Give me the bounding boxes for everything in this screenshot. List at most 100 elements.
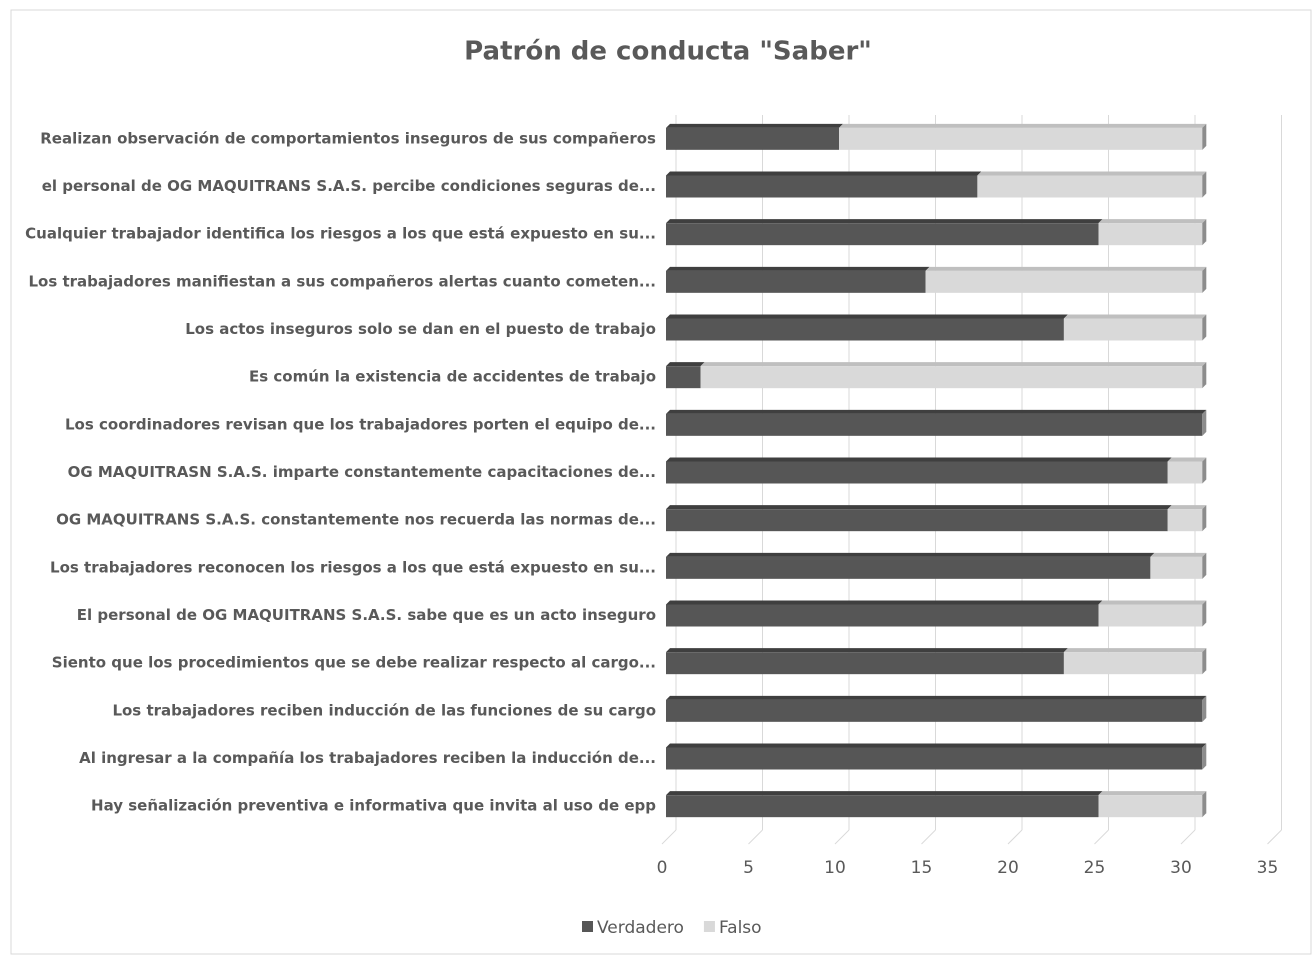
bar xyxy=(666,413,1203,436)
x-tick-label: 5 xyxy=(743,858,754,878)
bar-top xyxy=(1167,457,1207,462)
bar xyxy=(666,747,1203,770)
bar xyxy=(666,604,1099,627)
bar xyxy=(666,366,701,389)
bar-side xyxy=(1202,505,1207,532)
bar-top xyxy=(1098,219,1207,224)
y-tick-label: Siento que los procedimientos que se deb… xyxy=(52,654,656,672)
grid-line-floor xyxy=(1007,829,1023,845)
bar-top xyxy=(666,648,1068,653)
bar-side xyxy=(1202,314,1207,341)
x-tick-label: 20 xyxy=(997,858,1019,878)
bar-top xyxy=(1167,505,1207,510)
bar-top xyxy=(666,314,1068,319)
bar-top xyxy=(666,409,1207,414)
bar xyxy=(666,270,926,293)
y-tick-label: El personal de OG MAQUITRANS S.A.S. sabe… xyxy=(77,606,656,624)
bar-side xyxy=(1202,362,1207,389)
y-tick-label: Los trabajadores reciben inducción de la… xyxy=(112,701,656,719)
bar-top xyxy=(1063,648,1207,653)
bar-side xyxy=(1202,648,1207,675)
bar-side xyxy=(1202,409,1207,436)
y-tick-label: Los coordinadores revisan que los trabaj… xyxy=(65,415,656,433)
bar-side xyxy=(1202,743,1207,770)
y-tick-label: Los trabajadores reconocen los riesgos a… xyxy=(50,558,656,576)
x-tick-label: 15 xyxy=(911,858,933,878)
bar xyxy=(666,795,1099,818)
x-tick-label: 25 xyxy=(1084,858,1106,878)
bar xyxy=(666,461,1168,484)
y-tick-label: el personal de OG MAQUITRANS S.A.S. perc… xyxy=(42,177,656,195)
bar-top xyxy=(666,600,1103,605)
grid-line-floor xyxy=(661,829,677,845)
bar-top xyxy=(925,266,1207,271)
bar-top xyxy=(666,695,1207,700)
x-tick-label: 35 xyxy=(1257,858,1279,878)
bar xyxy=(666,318,1064,341)
bar xyxy=(1150,556,1203,579)
bar-top xyxy=(977,171,1207,176)
bar-side xyxy=(1202,695,1207,722)
bar-side xyxy=(1202,219,1207,246)
bar xyxy=(666,509,1168,532)
bar-top xyxy=(666,266,930,271)
bar-top xyxy=(1063,314,1207,319)
grid-line-floor xyxy=(748,829,763,845)
bar-top xyxy=(700,362,1207,367)
y-tick-label: Es común la existencia de accidentes de … xyxy=(249,368,656,386)
bar-top xyxy=(666,791,1103,796)
grid-line-floor xyxy=(921,829,936,845)
y-tick-label: OG MAQUITRANS S.A.S. constantemente nos … xyxy=(56,511,656,529)
legend-label: Verdadero xyxy=(597,918,684,938)
bar xyxy=(1098,795,1203,818)
bar xyxy=(925,270,1203,293)
legend-swatch xyxy=(703,921,715,932)
grid-line-floor xyxy=(1180,829,1196,845)
bar-top xyxy=(1150,552,1207,557)
bar xyxy=(666,699,1203,722)
bar xyxy=(1167,509,1203,532)
bar-top xyxy=(666,552,1155,557)
y-tick-label: Al ingresar a la compañía los trabajador… xyxy=(79,749,656,767)
y-tick-label: Realizan observación de comportamientos … xyxy=(40,129,656,147)
chart-title: Patrón de conducta "Saber" xyxy=(464,37,872,67)
bar-side xyxy=(1202,123,1207,150)
bar-side xyxy=(1202,600,1207,627)
bar xyxy=(839,127,1203,150)
bar xyxy=(666,127,839,150)
bar xyxy=(1098,604,1203,627)
bar-top xyxy=(666,743,1207,748)
y-tick-label: Los trabajadores manifiestan a sus compa… xyxy=(28,272,656,290)
bar-top xyxy=(839,123,1207,128)
bar-side xyxy=(1202,791,1207,818)
bar xyxy=(666,175,978,198)
y-tick-label: Hay señalización preventiva e informativ… xyxy=(91,797,656,815)
bar-top xyxy=(666,123,843,128)
grid-line-floor xyxy=(834,829,850,845)
bar-side xyxy=(1202,457,1207,484)
grid-line-floor xyxy=(1094,829,1109,845)
bar-top xyxy=(666,219,1103,224)
y-tick-label: Cualquier trabajador identifica los ries… xyxy=(25,225,656,243)
bar-top xyxy=(1098,791,1207,796)
bar-top xyxy=(666,457,1172,462)
bar xyxy=(1063,652,1203,675)
bar xyxy=(700,366,1203,389)
bar-side xyxy=(1202,266,1207,293)
legend-swatch xyxy=(582,921,593,932)
bar-side xyxy=(1202,171,1207,198)
x-tick-label: 0 xyxy=(657,858,668,878)
grid-line-floor xyxy=(1267,829,1282,845)
y-tick-label: Los actos inseguros solo se dan en el pu… xyxy=(185,320,656,338)
bar xyxy=(1167,461,1203,484)
bar xyxy=(977,175,1203,198)
y-tick-label: OG MAQUITRASN S.A.S. imparte constanteme… xyxy=(68,463,656,481)
bar-top xyxy=(666,505,1172,510)
bar-top xyxy=(666,362,705,367)
bar xyxy=(666,556,1151,579)
bar xyxy=(1063,318,1203,341)
bar xyxy=(666,652,1064,675)
x-tick-label: 30 xyxy=(1170,858,1192,878)
bar xyxy=(1098,223,1203,246)
